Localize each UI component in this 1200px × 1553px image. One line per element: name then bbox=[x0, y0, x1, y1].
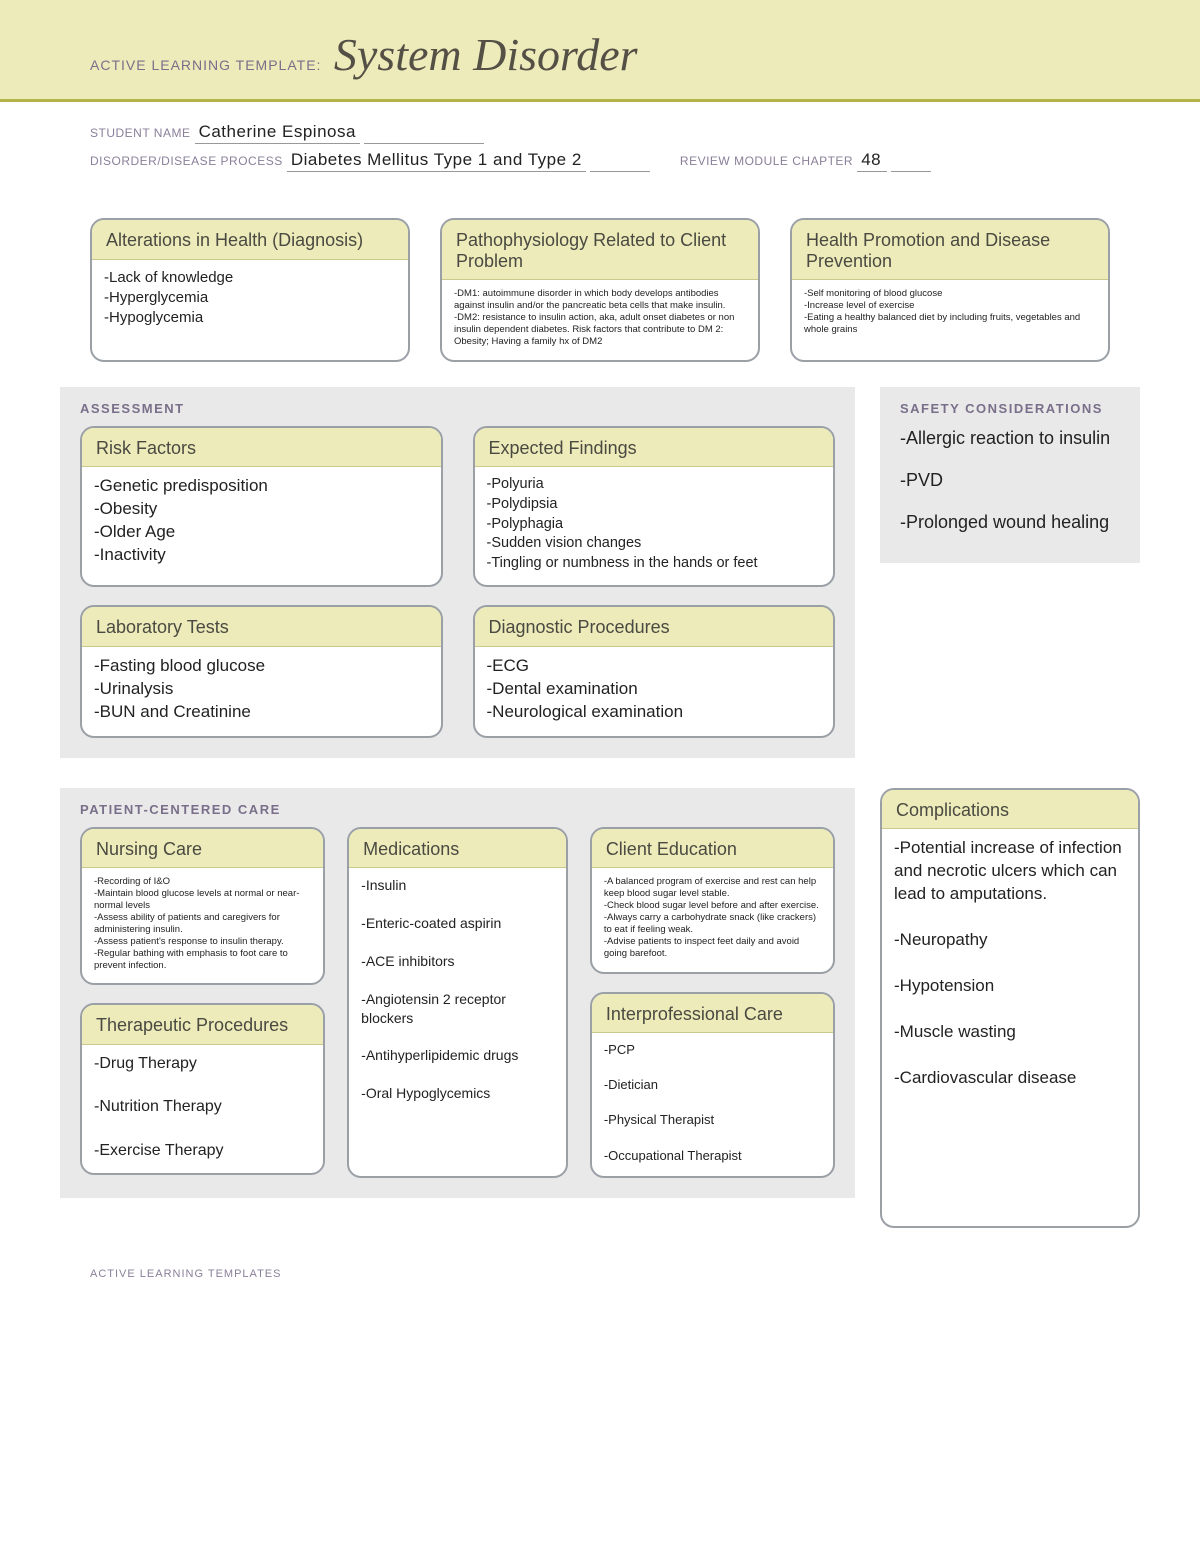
card-body: -Potential increase of infection and nec… bbox=[882, 829, 1138, 1101]
blank-line bbox=[891, 158, 931, 172]
card-expected-findings: Expected Findings -Polyuria -Polydipsia … bbox=[473, 426, 836, 588]
card-body: -Recording of I&O -Maintain blood glucos… bbox=[82, 868, 323, 983]
card-title: Risk Factors bbox=[82, 428, 441, 468]
card-health-promotion: Health Promotion and Disease Prevention … bbox=[790, 218, 1110, 362]
card-title: Laboratory Tests bbox=[82, 607, 441, 647]
card-body: -Fasting blood glucose -Urinalysis -BUN … bbox=[82, 647, 441, 736]
card-title: Interprofessional Care bbox=[592, 994, 833, 1034]
card-therapeutic-procedures: Therapeutic Procedures -Drug Therapy -Nu… bbox=[80, 1003, 325, 1175]
blank-line bbox=[364, 130, 484, 144]
card-medications: Medications -Insulin -Enteric-coated asp… bbox=[347, 827, 568, 1178]
section-title: PATIENT-CENTERED CARE bbox=[80, 802, 835, 817]
banner-title: System Disorder bbox=[334, 29, 638, 80]
banner-label: ACTIVE LEARNING TEMPLATE: bbox=[90, 57, 321, 73]
card-title: Pathophysiology Related to Client Proble… bbox=[442, 220, 758, 280]
card-body: -A balanced program of exercise and rest… bbox=[592, 868, 833, 971]
assessment-safety-row: ASSESSMENT Risk Factors -Genetic predisp… bbox=[60, 387, 1140, 788]
blank-line bbox=[590, 158, 650, 172]
card-diagnostic-procedures: Diagnostic Procedures -ECG -Dental exami… bbox=[473, 605, 836, 738]
chapter-value: 48 bbox=[857, 150, 887, 172]
card-nursing-care: Nursing Care -Recording of I&O -Maintain… bbox=[80, 827, 325, 986]
pcc-section: PATIENT-CENTERED CARE Nursing Care -Reco… bbox=[60, 788, 855, 1198]
card-body: -Drug Therapy -Nutrition Therapy -Exerci… bbox=[82, 1045, 323, 1173]
card-title: Nursing Care bbox=[82, 829, 323, 869]
card-body: -Lack of knowledge -Hyperglycemia -Hypog… bbox=[92, 260, 408, 341]
section-title: ASSESSMENT bbox=[80, 401, 835, 416]
section-title: SAFETY CONSIDERATIONS bbox=[900, 401, 1120, 418]
meta-block: STUDENT NAME Catherine Espinosa DISORDER… bbox=[0, 102, 1200, 188]
card-title: Therapeutic Procedures bbox=[82, 1005, 323, 1045]
card-title: Expected Findings bbox=[475, 428, 834, 468]
footer: ACTIVE LEARNING TEMPLATES bbox=[0, 1258, 1200, 1310]
card-client-education: Client Education -A balanced program of … bbox=[590, 827, 835, 974]
disorder-value: Diabetes Mellitus Type 1 and Type 2 bbox=[287, 150, 586, 172]
card-body: -Polyuria -Polydipsia -Polyphagia -Sudde… bbox=[475, 467, 834, 585]
card-body: -Genetic predisposition -Obesity -Older … bbox=[82, 467, 441, 579]
card-body: -Insulin -Enteric-coated aspirin -ACE in… bbox=[349, 868, 566, 1115]
card-body: -DM1: autoimmune disorder in which body … bbox=[442, 280, 758, 359]
card-body: -PCP -Dietician -Physical Therapist -Occ… bbox=[592, 1033, 833, 1176]
student-name-value: Catherine Espinosa bbox=[195, 122, 360, 144]
disorder-label: DISORDER/DISEASE PROCESS bbox=[90, 154, 283, 168]
card-complications: Complications -Potential increase of inf… bbox=[880, 788, 1140, 1228]
safety-body: -Allergic reaction to insulin -PVD -Prol… bbox=[900, 428, 1120, 533]
student-name-label: STUDENT NAME bbox=[90, 126, 190, 140]
card-body: -ECG -Dental examination -Neurological e… bbox=[475, 647, 834, 736]
card-interprofessional-care: Interprofessional Care -PCP -Dietician -… bbox=[590, 992, 835, 1179]
assessment-section: ASSESSMENT Risk Factors -Genetic predisp… bbox=[60, 387, 855, 758]
card-lab-tests: Laboratory Tests -Fasting blood glucose … bbox=[80, 605, 443, 738]
card-title: Client Education bbox=[592, 829, 833, 869]
card-title: Alterations in Health (Diagnosis) bbox=[92, 220, 408, 260]
card-title: Diagnostic Procedures bbox=[475, 607, 834, 647]
chapter-label: REVIEW MODULE CHAPTER bbox=[680, 154, 853, 168]
card-risk-factors: Risk Factors -Genetic predisposition -Ob… bbox=[80, 426, 443, 588]
pcc-complications-row: PATIENT-CENTERED CARE Nursing Care -Reco… bbox=[60, 788, 1140, 1228]
page-content: Alterations in Health (Diagnosis) -Lack … bbox=[0, 188, 1200, 1258]
banner: ACTIVE LEARNING TEMPLATE: System Disorde… bbox=[0, 0, 1200, 102]
safety-section: SAFETY CONSIDERATIONS -Allergic reaction… bbox=[880, 387, 1140, 563]
card-body: -Self monitoring of blood glucose -Incre… bbox=[792, 280, 1108, 348]
card-title: Medications bbox=[349, 829, 566, 869]
card-title: Health Promotion and Disease Prevention bbox=[792, 220, 1108, 280]
card-alterations: Alterations in Health (Diagnosis) -Lack … bbox=[90, 218, 410, 362]
card-title: Complications bbox=[882, 790, 1138, 830]
card-pathophysiology: Pathophysiology Related to Client Proble… bbox=[440, 218, 760, 362]
top-three-cards: Alterations in Health (Diagnosis) -Lack … bbox=[90, 218, 1110, 362]
